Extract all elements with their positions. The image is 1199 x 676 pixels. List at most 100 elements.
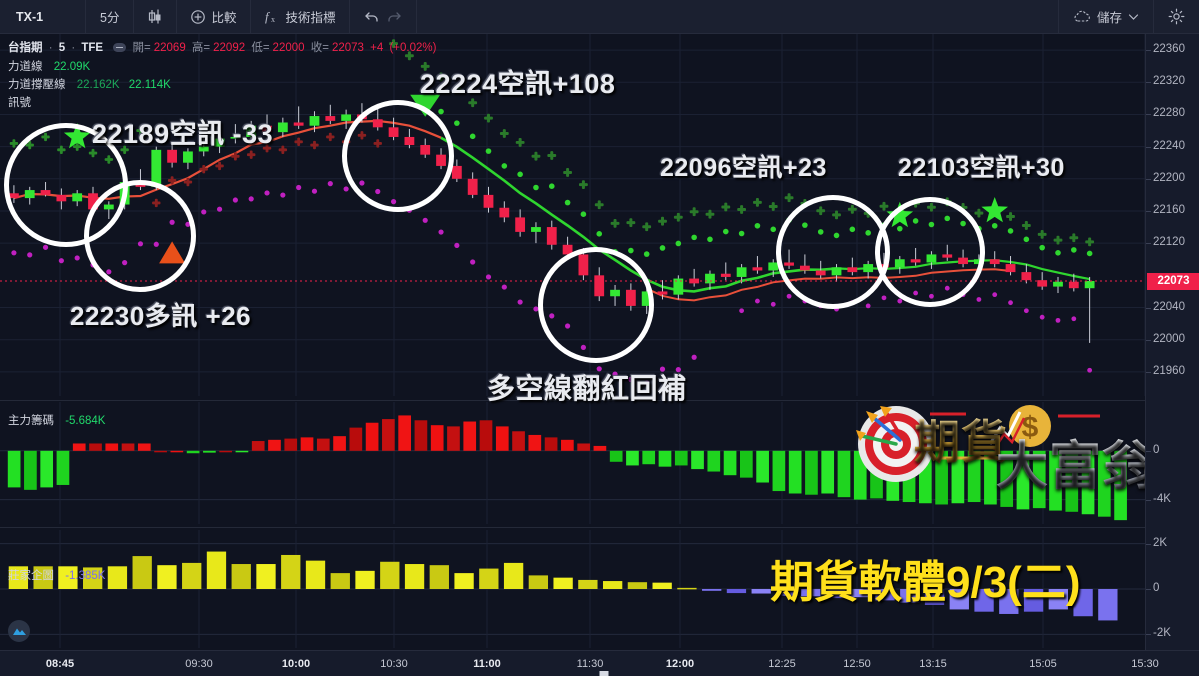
price-scale-tick bbox=[1146, 178, 1151, 180]
close-value: 22073 bbox=[331, 42, 364, 54]
time-axis-label: 10:00 bbox=[281, 658, 311, 670]
indicator-1-legend[interactable]: 主力籌碼 -5.684K bbox=[8, 412, 105, 428]
indicator-scale-tick bbox=[1146, 589, 1151, 590]
indicator-scale-label: 0 bbox=[1153, 443, 1160, 456]
chart-header-ohlc: 台指期 · 5 · TFE 開= 22069 高= 22092 低= 22000 收=… bbox=[8, 42, 437, 54]
circle-22230 bbox=[84, 180, 196, 292]
instrument-interval: 5 bbox=[58, 42, 66, 54]
top-toolbar: TX-1 5分 比較 bbox=[0, 0, 1199, 34]
indicator-scale-label: -2K bbox=[1153, 627, 1171, 640]
collapse-icon[interactable] bbox=[113, 43, 127, 52]
open-label: 開= bbox=[132, 42, 151, 54]
gear-icon bbox=[1168, 8, 1185, 25]
compare-button[interactable]: 比較 bbox=[177, 0, 252, 33]
indicator-1-label: 主力籌碼 bbox=[8, 415, 54, 427]
anno-22103: 22103空訊+30 bbox=[898, 154, 1065, 182]
price-scale-label: 22120 bbox=[1153, 236, 1185, 249]
instrument-name: 台指期 bbox=[8, 42, 43, 54]
time-axis-cursor bbox=[599, 671, 609, 676]
low-label: 低= bbox=[251, 42, 270, 54]
interval-button[interactable]: 5分 bbox=[86, 0, 135, 33]
price-scale-tick bbox=[1146, 82, 1151, 84]
time-axis-label: 12:25 bbox=[768, 658, 796, 670]
low-value: 22000 bbox=[272, 42, 305, 54]
time-axis-label: 12:00 bbox=[665, 658, 695, 670]
price-scale-tick bbox=[1146, 243, 1151, 245]
price-scale[interactable]: 22360 22320 22280 22240 22200 22160 22120 22040… bbox=[1145, 34, 1199, 650]
chevron-down-icon[interactable] bbox=[1128, 13, 1139, 21]
price-scale-label: 22320 bbox=[1153, 75, 1185, 88]
anno-22096: 22096空訊+23 bbox=[660, 154, 827, 182]
logo-text-line2: 大富翁 bbox=[996, 424, 1155, 499]
indicator-scale-label: -4K bbox=[1153, 492, 1171, 505]
time-axis-label: 10:30 bbox=[380, 658, 408, 670]
price-scale-tick bbox=[1146, 339, 1151, 341]
legend-row-1[interactable]: 力道撐壓線 22.162K 22.114K bbox=[8, 76, 171, 92]
indicator-scale-tick bbox=[1146, 450, 1151, 452]
time-axis-label: 12:50 bbox=[843, 658, 871, 670]
toolbar-spacer bbox=[417, 0, 1059, 33]
price-scale-label: 21960 bbox=[1153, 364, 1185, 377]
indicator-1-canvas bbox=[0, 402, 1145, 524]
indicator-scale-label: 0 bbox=[1153, 582, 1160, 594]
redo-arrow-icon[interactable] bbox=[386, 10, 402, 24]
price-scale-label: 22360 bbox=[1153, 43, 1185, 56]
legend-row-0[interactable]: 力道線 22.09K bbox=[8, 58, 90, 74]
instrument-exchange: TFE bbox=[81, 42, 104, 54]
toolbar-right-group: 儲存 bbox=[1059, 0, 1199, 33]
change-percent: (+0.02%) bbox=[389, 42, 437, 54]
high-value: 22092 bbox=[213, 42, 246, 54]
price-scale-tick bbox=[1146, 114, 1151, 116]
chart-body[interactable]: 台指期 · 5 · TFE 開= 22069 高= 22092 低= 22000 收=… bbox=[0, 34, 1199, 650]
compare-label: 比較 bbox=[211, 11, 237, 25]
legend-value-0-0: 22.09K bbox=[53, 61, 91, 73]
indicator-pane-dealer-intent[interactable] bbox=[0, 530, 1145, 648]
svg-text:$: $ bbox=[1022, 411, 1039, 444]
indicator-1-value: -5.684K bbox=[65, 415, 106, 427]
mountain-logo-icon[interactable] bbox=[8, 620, 30, 642]
change-value: +4 bbox=[370, 42, 384, 54]
promo-text: 期貨軟體9/3(二) bbox=[770, 558, 1081, 607]
circle-22224 bbox=[342, 100, 454, 212]
indicator-scale-tick bbox=[1146, 499, 1151, 501]
chart-type-button[interactable] bbox=[134, 0, 178, 33]
undo-arrow-icon[interactable] bbox=[364, 10, 380, 24]
indicator-scale-tick bbox=[1146, 634, 1151, 636]
time-axis[interactable]: 08:45 09:30 10:00 10:30 11:00 11:30 12:00 12:25… bbox=[0, 650, 1199, 676]
logo-text-line1: 期貨 bbox=[914, 406, 1008, 472]
close-label: 收= bbox=[310, 42, 329, 54]
legend-row-2[interactable]: 訊號 bbox=[8, 94, 31, 110]
undo-redo-group[interactable] bbox=[350, 0, 418, 33]
time-axis-label: 09:30 bbox=[185, 658, 213, 670]
anno-22189: 22189空訊 -33 bbox=[92, 119, 274, 149]
save-button[interactable]: 儲存 bbox=[1059, 0, 1154, 33]
candlestick-icon bbox=[148, 9, 162, 24]
settings-button[interactable] bbox=[1154, 0, 1199, 33]
indicator-2-canvas bbox=[0, 530, 1145, 648]
indicator-pane-main-chips[interactable] bbox=[0, 402, 1145, 524]
cloud-icon bbox=[1073, 10, 1091, 23]
indicator-2-legend[interactable]: 莊家企圖 -1.385K bbox=[8, 567, 105, 583]
time-axis-label: 15:05 bbox=[1029, 658, 1057, 670]
indicator-scale-label: 2K bbox=[1153, 536, 1168, 549]
brand-logo: $ 期貨 大富翁 bbox=[848, 400, 1154, 496]
interval-label: 5分 bbox=[100, 11, 120, 25]
price-scale-tick bbox=[1146, 210, 1151, 212]
indicator-2-label: 莊家企圖 bbox=[8, 570, 54, 582]
symbol-label: TX-1 bbox=[16, 9, 44, 24]
save-label: 儲存 bbox=[1096, 11, 1122, 25]
indicators-button[interactable]: f x 技術指標 bbox=[251, 0, 351, 33]
plus-circle-icon bbox=[191, 9, 206, 24]
current-price-badge[interactable]: 22073 bbox=[1147, 272, 1199, 290]
price-scale-label: 22160 bbox=[1153, 203, 1185, 216]
indicator-2-value: -1.385K bbox=[65, 570, 106, 582]
indicators-label: 技術指標 bbox=[285, 11, 336, 25]
pane-divider-1 bbox=[0, 400, 1145, 401]
symbol-button[interactable]: TX-1 bbox=[0, 0, 86, 33]
time-axis-label: 13:15 bbox=[919, 658, 947, 670]
svg-text:x: x bbox=[271, 15, 275, 24]
legend-value-1-0: 22.162K bbox=[76, 79, 120, 91]
price-scale-label: 22040 bbox=[1153, 300, 1185, 313]
price-scale-label: 22000 bbox=[1153, 332, 1185, 345]
